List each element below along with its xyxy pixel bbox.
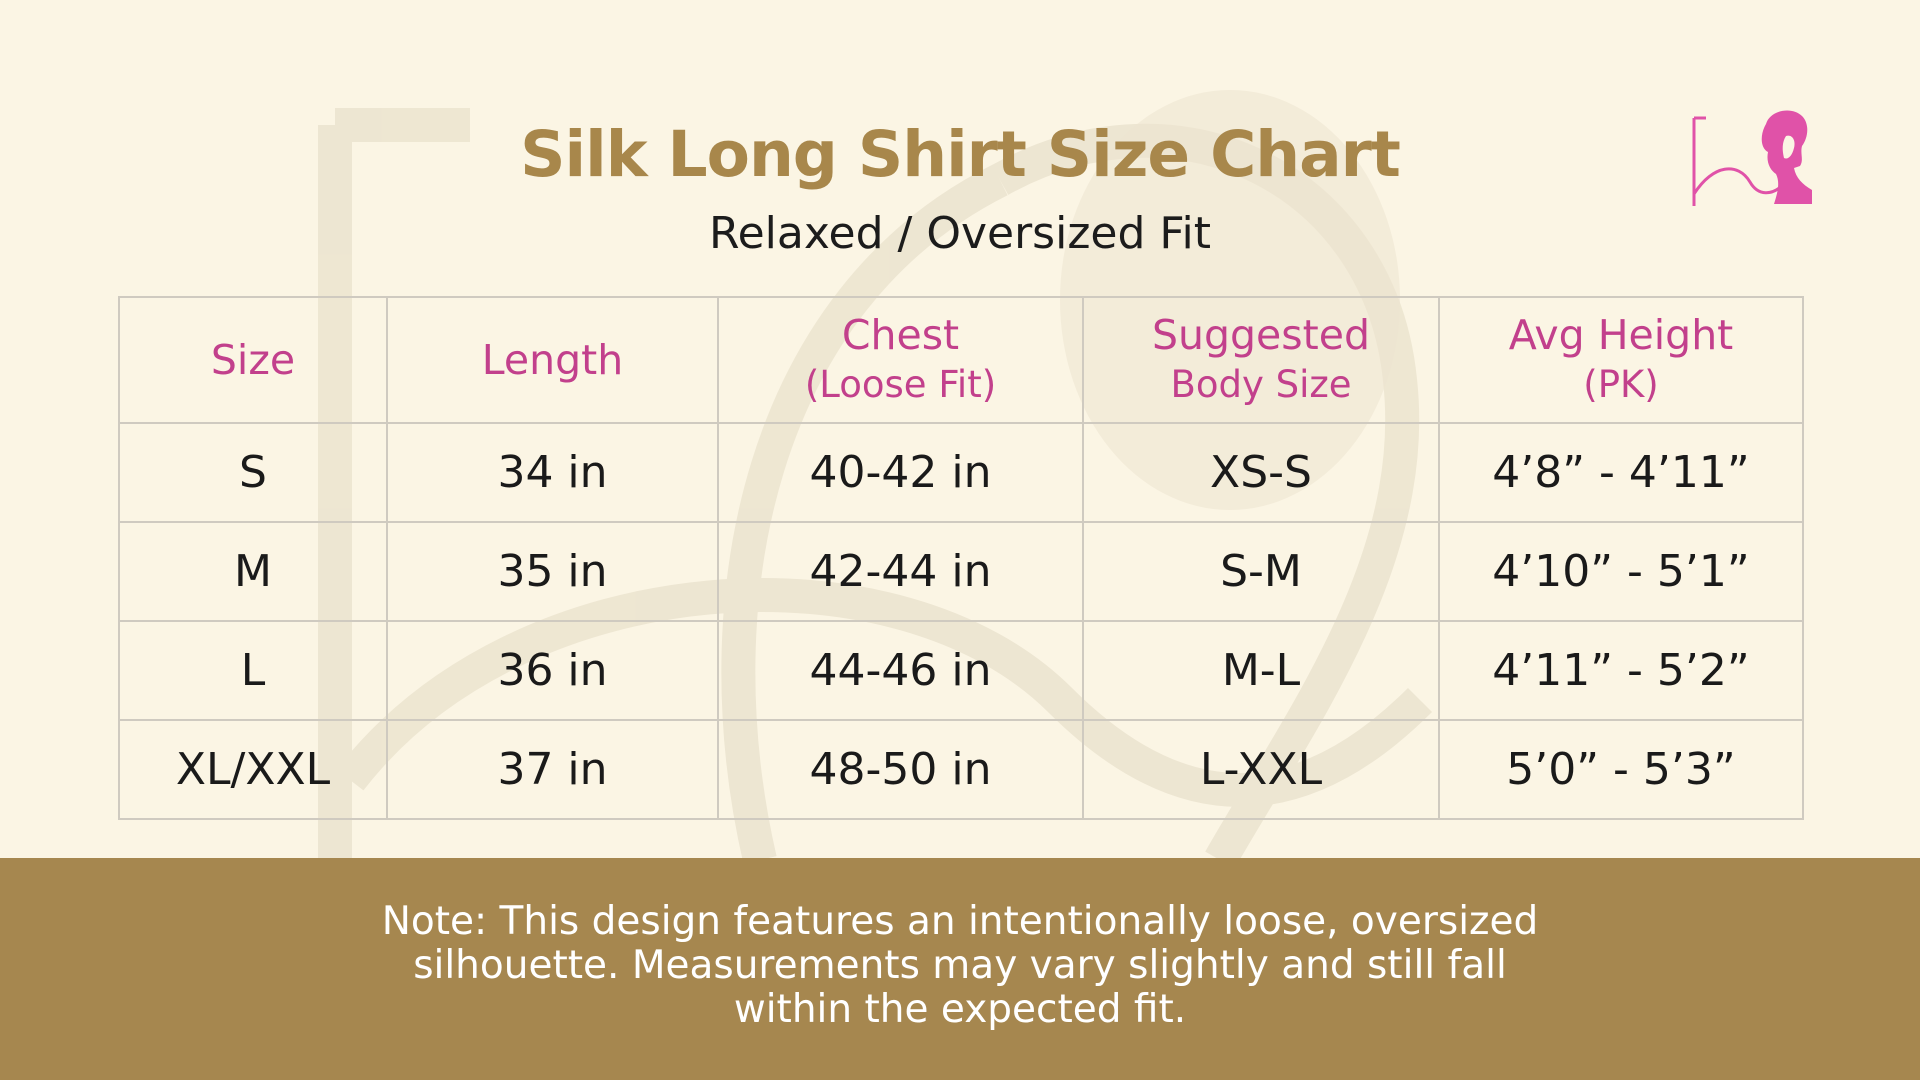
- cell-size: XL/XXL: [118, 719, 388, 820]
- cell-length: 35 in: [386, 521, 719, 622]
- cell-chest: 48-50 in: [717, 719, 1084, 820]
- fit-note-line: silhouette. Measurements may vary slight…: [413, 943, 1507, 988]
- header-size: Size: [118, 296, 388, 424]
- size-table: Size Length Chest (Loose Fit) Suggested Bo…: [118, 296, 1804, 820]
- cell-size: M: [118, 521, 388, 622]
- cell-avg-height: 4’10” - 5’1”: [1438, 521, 1804, 622]
- cell-body-size: S-M: [1082, 521, 1440, 622]
- header-length: Length: [386, 296, 719, 424]
- cell-chest: 44-46 in: [717, 620, 1084, 721]
- fit-note-line: within the expected fit.: [733, 987, 1187, 1032]
- table-row: S 34 in 40-42 in XS-S 4’8” - 4’11”: [118, 422, 1804, 523]
- cell-length: 37 in: [386, 719, 719, 820]
- brand-monogram-woman-logo-icon: [1692, 110, 1812, 206]
- cell-chest: 40-42 in: [717, 422, 1084, 523]
- cell-length: 34 in: [386, 422, 719, 523]
- table-row: XL/XXL 37 in 48-50 in L-XXL 5’0” - 5’3”: [118, 719, 1804, 820]
- cell-size: S: [118, 422, 388, 523]
- table-header-row: Size Length Chest (Loose Fit) Suggested Bo…: [118, 296, 1804, 424]
- chart-title: Silk Long Shirt Size Chart: [520, 118, 1401, 191]
- table-row: L 36 in 44-46 in M-L 4’11” - 5’2”: [118, 620, 1804, 721]
- fit-note-line: Note: This design features an intentiona…: [381, 899, 1539, 944]
- fit-note: Note: This design features an intentiona…: [300, 900, 1620, 1032]
- cell-avg-height: 4’11” - 5’2”: [1438, 620, 1804, 721]
- cell-length: 36 in: [386, 620, 719, 721]
- header-suggested-body-size: Suggested Body Size: [1082, 296, 1440, 424]
- cell-body-size: XS-S: [1082, 422, 1440, 523]
- cell-chest: 42-44 in: [717, 521, 1084, 622]
- cell-body-size: L-XXL: [1082, 719, 1440, 820]
- chart-subtitle: Relaxed / Oversized Fit: [709, 208, 1211, 259]
- cell-avg-height: 4’8” - 4’11”: [1438, 422, 1804, 523]
- header-avg-height: Avg Height (PK): [1438, 296, 1804, 424]
- note-band: [0, 858, 1920, 1080]
- cell-body-size: M-L: [1082, 620, 1440, 721]
- cell-size: L: [118, 620, 388, 721]
- header-chest: Chest (Loose Fit): [717, 296, 1084, 424]
- table-row: M 35 in 42-44 in S-M 4’10” - 5’1”: [118, 521, 1804, 622]
- cell-avg-height: 5’0” - 5’3”: [1438, 719, 1804, 820]
